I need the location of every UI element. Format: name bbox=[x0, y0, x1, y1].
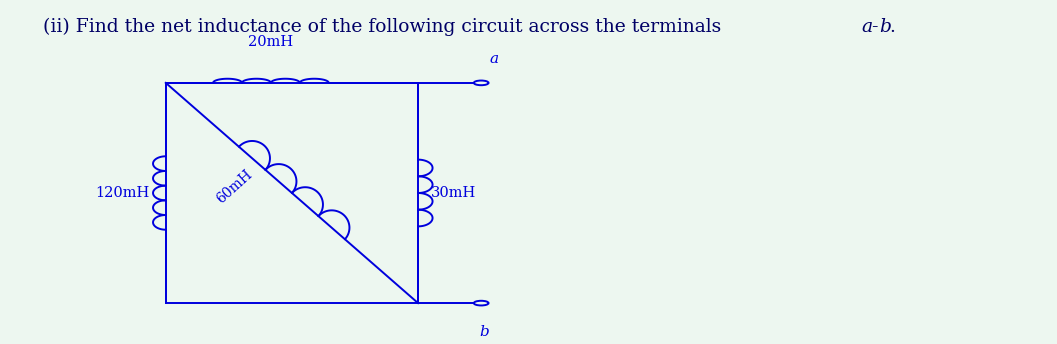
Text: 30mH: 30mH bbox=[430, 186, 476, 200]
Text: b: b bbox=[879, 18, 892, 36]
Text: 120mH: 120mH bbox=[96, 186, 150, 200]
Circle shape bbox=[474, 301, 488, 305]
Text: 60mH: 60mH bbox=[214, 167, 255, 206]
Text: .: . bbox=[889, 18, 895, 36]
Text: a: a bbox=[489, 52, 499, 66]
Text: a: a bbox=[861, 18, 873, 36]
Text: b: b bbox=[480, 325, 489, 339]
Text: (ii) Find the net inductance of the following circuit across the terminals: (ii) Find the net inductance of the foll… bbox=[42, 18, 733, 36]
Circle shape bbox=[474, 80, 488, 85]
Text: -: - bbox=[871, 18, 877, 36]
Text: 20mH: 20mH bbox=[248, 35, 294, 50]
